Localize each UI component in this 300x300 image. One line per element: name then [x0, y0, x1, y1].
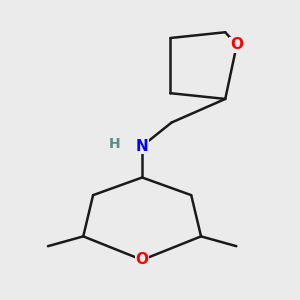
Text: H: H: [109, 137, 121, 151]
Text: O: O: [136, 252, 148, 267]
Text: N: N: [136, 139, 148, 154]
Text: O: O: [230, 38, 243, 52]
